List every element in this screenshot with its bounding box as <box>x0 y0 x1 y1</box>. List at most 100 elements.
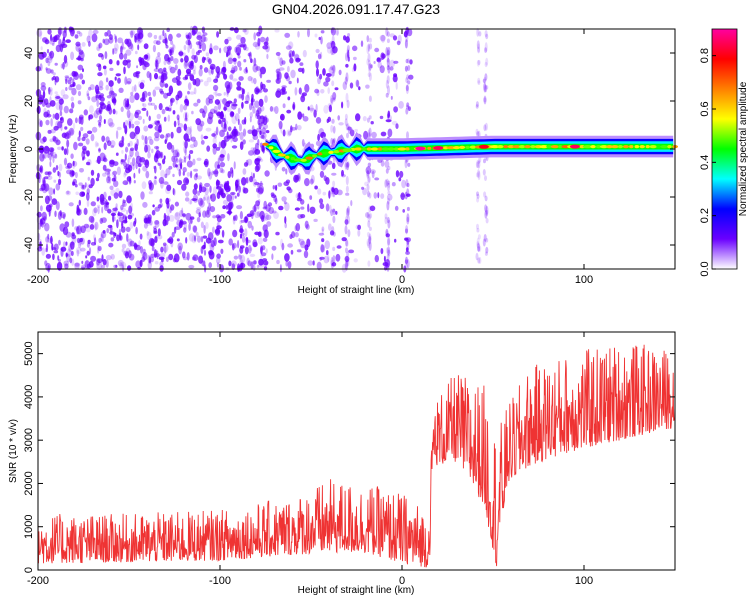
noise-speck <box>280 125 283 134</box>
noise-speck <box>96 63 102 68</box>
noise-speck <box>47 233 50 240</box>
noise-speck <box>287 130 292 136</box>
noise-speck <box>380 160 385 167</box>
noise-speck <box>394 205 399 211</box>
noise-speck <box>208 111 214 120</box>
noise-speck <box>120 45 123 55</box>
noise-stripe-speck <box>368 233 372 242</box>
noise-speck <box>200 186 207 193</box>
noise-speck <box>121 220 124 229</box>
noise-speck <box>251 102 255 109</box>
noise-speck <box>106 176 110 184</box>
noise-stripe-speck <box>482 169 486 176</box>
noise-speck <box>136 72 140 79</box>
noise-speck <box>50 33 53 42</box>
noise-speck <box>314 185 318 190</box>
noise-speck <box>185 178 189 184</box>
noise-speck <box>144 135 148 145</box>
noise-speck <box>323 255 330 264</box>
noise-speck <box>69 108 74 114</box>
noise-speck <box>294 207 300 211</box>
noise-speck <box>160 90 165 95</box>
colorbar-ticks: 0.00.20.40.60.8 <box>699 48 716 277</box>
noise-speck <box>257 237 263 245</box>
noise-stripe-speck <box>332 215 336 224</box>
noise-speck <box>193 87 197 95</box>
noise-speck <box>231 64 235 74</box>
noise-stripe-speck <box>475 128 479 135</box>
noise-speck <box>98 237 102 244</box>
noise-speck <box>283 181 290 187</box>
noise-speck <box>72 122 76 130</box>
noise-speck <box>60 248 64 257</box>
noise-speck <box>332 125 336 134</box>
noise-speck <box>90 133 95 142</box>
noise-speck <box>78 51 85 60</box>
noise-speck <box>193 54 198 64</box>
noise-speck <box>117 213 122 219</box>
noise-speck <box>110 145 115 149</box>
noise-speck <box>326 250 329 256</box>
noise-stripe-speck <box>332 246 336 252</box>
noise-speck <box>258 25 263 35</box>
noise-speck <box>58 163 63 172</box>
signal-blob <box>381 147 391 151</box>
noise-speck <box>167 49 173 53</box>
noise-speck <box>52 155 55 163</box>
noise-speck <box>62 30 67 39</box>
noise-stripe-speck <box>385 228 389 236</box>
noise-speck <box>123 172 127 178</box>
noise-speck <box>350 200 353 207</box>
chart-title: GN04.2026.091.17.47.G23 <box>272 1 440 17</box>
noise-speck <box>281 87 286 92</box>
noise-speck <box>212 143 217 149</box>
noise-speck <box>264 212 269 221</box>
noise-speck <box>128 112 134 121</box>
noise-speck <box>172 43 175 49</box>
noise-speck <box>243 187 249 194</box>
noise-speck <box>178 245 182 255</box>
noise-speck <box>254 87 260 95</box>
noise-speck <box>95 177 100 182</box>
noise-speck <box>154 176 157 180</box>
noise-speck <box>222 117 226 123</box>
noise-speck <box>275 231 280 236</box>
noise-speck <box>274 197 278 205</box>
noise-speck <box>112 207 118 211</box>
noise-speck <box>100 233 104 243</box>
noise-stripe-speck <box>476 242 480 249</box>
noise-stripe-speck <box>344 160 348 170</box>
noise-speck <box>234 113 240 122</box>
noise-speck <box>154 86 161 91</box>
noise-stripe-speck <box>332 45 336 51</box>
noise-speck <box>52 253 55 260</box>
noise-speck <box>392 74 398 83</box>
noise-speck <box>196 157 202 161</box>
noise-speck <box>120 159 126 163</box>
noise-speck <box>182 167 187 173</box>
noise-speck <box>194 77 201 87</box>
noise-stripe-speck <box>345 238 348 247</box>
signal-blob <box>446 146 456 150</box>
noise-speck <box>335 253 341 262</box>
noise-speck <box>142 103 147 108</box>
noise-speck <box>182 251 186 259</box>
noise-speck <box>96 142 100 147</box>
noise-speck <box>71 87 77 96</box>
noise-speck <box>86 161 91 166</box>
noise-speck <box>115 264 118 268</box>
noise-stripe-speck <box>332 186 336 194</box>
noise-speck <box>109 67 114 71</box>
noise-speck <box>172 257 177 263</box>
noise-speck <box>156 250 159 260</box>
noise-speck <box>64 263 69 270</box>
noise-speck <box>356 79 360 88</box>
noise-speck <box>112 170 118 176</box>
noise-stripe-speck <box>386 75 390 84</box>
noise-speck <box>171 155 175 162</box>
noise-stripe-speck <box>485 209 489 217</box>
noise-speck <box>122 214 127 220</box>
noise-speck <box>113 93 117 97</box>
noise-speck <box>302 49 307 58</box>
noise-speck <box>376 57 382 63</box>
